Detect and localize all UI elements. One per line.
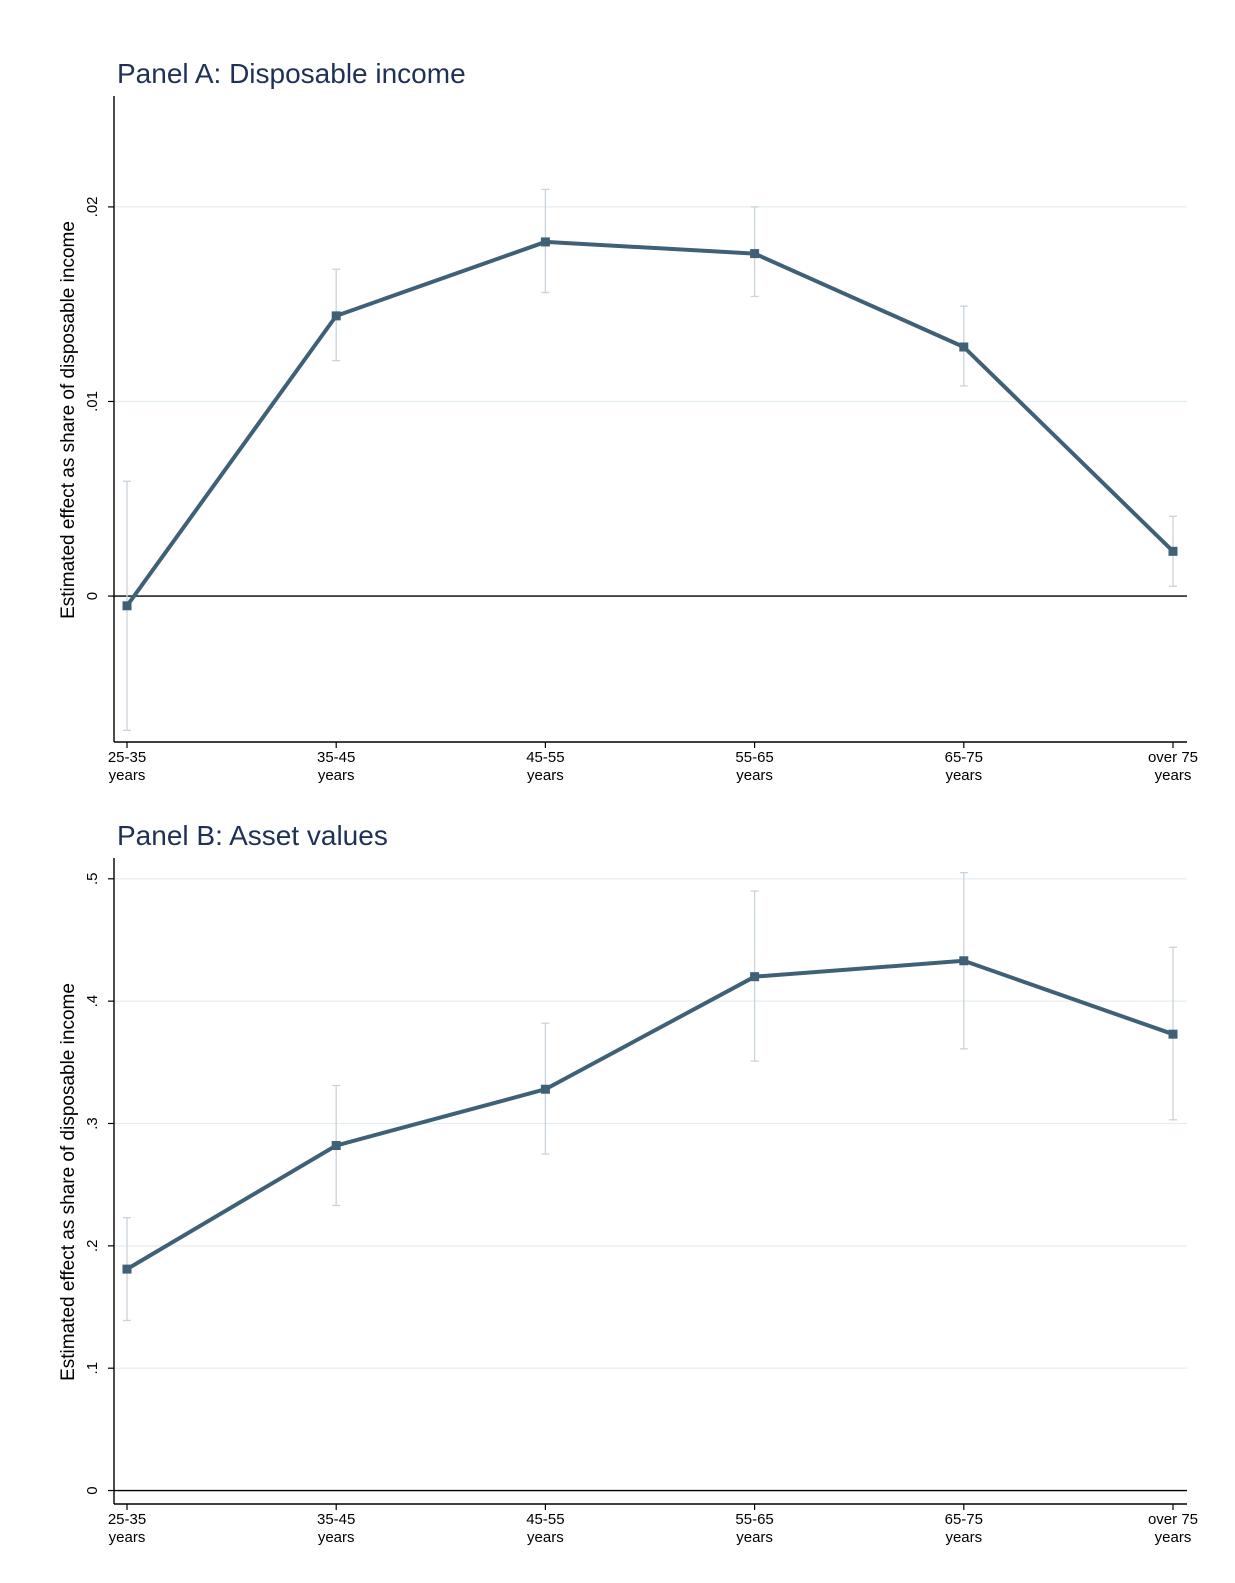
panel-b-title: Panel B: Asset values xyxy=(117,820,388,851)
panel-b-x-tick-label: 35-45 xyxy=(317,1511,355,1528)
panel-a-x-tick-label-unit: years xyxy=(527,767,564,784)
panel-a-y-tick-label: .02 xyxy=(84,196,101,217)
panel-b-y-axis-label: Estimated effect as share of disposable … xyxy=(58,983,79,1381)
panel-b-y-tick-label: .4 xyxy=(84,995,101,1008)
panel-b-y-tick-label: 0 xyxy=(84,1486,101,1494)
panel-a: Panel A: Disposable income 0 .01 .02 Estima… xyxy=(58,58,1198,784)
panel-b-x-tick-label-unit: years xyxy=(945,1529,982,1546)
panel-a-x-tick-label-unit: years xyxy=(945,767,982,784)
panel-b-x-tick-label: 45-55 xyxy=(526,1511,564,1528)
panel-b-x-tick-label-unit: years xyxy=(318,1529,355,1546)
panel-b-data-point xyxy=(540,1084,550,1094)
panel-a-y-tick-label: 0 xyxy=(84,592,101,600)
panel-a-y-axis-label: Estimated effect as share of disposable … xyxy=(58,221,79,619)
panel-b-data-point xyxy=(750,972,760,982)
panel-a-x-tick-label: 45-55 xyxy=(526,749,564,766)
panel-b-x-tick-label-unit: years xyxy=(527,1529,564,1546)
panel-a-title: Panel A: Disposable income xyxy=(117,58,466,89)
panel-b-x-tick-label-unit: years xyxy=(736,1529,773,1546)
panel-b-data-point xyxy=(122,1264,132,1274)
panel-a-x-tick-label: 25-35 xyxy=(108,749,146,766)
panel-b-x-tick-label: 65-75 xyxy=(945,1511,983,1528)
panel-b-x-tick-label: 25-35 xyxy=(108,1511,146,1528)
panel-a-series-line xyxy=(125,239,1175,607)
panel-a-data-point xyxy=(122,601,132,611)
panel-b-y-tick-label: .1 xyxy=(84,1362,101,1375)
panel-a-data-point xyxy=(750,249,760,259)
panel-b-data-point xyxy=(331,1141,341,1151)
panel-a-x-tick-label-unit: years xyxy=(1155,767,1192,784)
panel-b-x-tick-label-unit: years xyxy=(1155,1529,1192,1546)
panel-b-y-tick-label: .2 xyxy=(84,1240,101,1253)
panel-a-data-point xyxy=(331,311,341,321)
panel-b-series-line xyxy=(125,958,1174,1271)
panel-b-y-tick-label: .3 xyxy=(84,1117,101,1130)
panel-b-y-tick-label: .5 xyxy=(84,873,101,886)
panel-a-x-tick-label-unit: years xyxy=(736,767,773,784)
panel-b-x-tick-label: over 75 xyxy=(1148,1511,1198,1528)
panel-b-x-tick-label-unit: years xyxy=(109,1529,146,1546)
panel-a-x-tick-label-unit: years xyxy=(318,767,355,784)
panel-a-x-tick-label: 35-45 xyxy=(317,749,355,766)
panel-a-x-tick-label-unit: years xyxy=(109,767,146,784)
panel-a-x-tick-label: over 75 xyxy=(1148,749,1198,766)
panel-a-data-point xyxy=(959,342,969,352)
panel-a-y-tick-label: .01 xyxy=(84,391,101,412)
panel-a-data-point xyxy=(1168,546,1178,556)
panel-a-x-tick-label: 65-75 xyxy=(945,749,983,766)
panel-b-data-point xyxy=(1168,1029,1178,1039)
panel-b: Panel B: Asset values 0 .1 .2 .3 .4 .5 Estimat… xyxy=(58,820,1198,1546)
panel-b-x-tick-label: 55-65 xyxy=(735,1511,773,1528)
panel-b-data-point xyxy=(959,956,969,966)
panel-a-x-tick-label: 55-65 xyxy=(735,749,773,766)
panel-a-data-point xyxy=(540,237,550,247)
